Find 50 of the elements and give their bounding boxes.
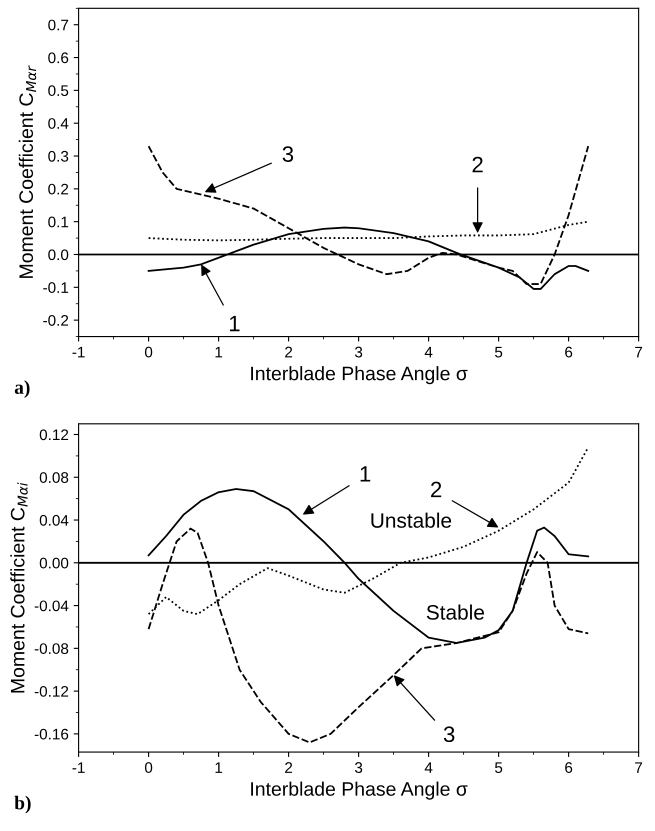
annotation: 2 bbox=[431, 482, 442, 498]
x-tick-label: 3 bbox=[354, 762, 362, 773]
annotation: 1 bbox=[230, 316, 240, 332]
annotation: 3 bbox=[282, 146, 294, 162]
y-tick-label: 0.3 bbox=[48, 150, 68, 162]
y-tick-label: 0.2 bbox=[48, 184, 68, 195]
y-tick-label: -0.12 bbox=[34, 686, 68, 697]
x-tick-label: 5 bbox=[494, 346, 502, 358]
text: b) bbox=[14, 796, 31, 814]
x-tick-label: 1 bbox=[216, 762, 222, 773]
x-tick-label: 2 bbox=[285, 346, 292, 358]
y-tick-label: 0.04 bbox=[40, 514, 68, 526]
annotation: 1 bbox=[360, 466, 370, 482]
x-tick-label: 4 bbox=[424, 762, 432, 773]
y-tick-label: 0.00 bbox=[40, 558, 68, 568]
y-tick-label: 0.6 bbox=[48, 52, 68, 64]
y-axis-title: Moment Coefficient C$_{Mαi}$ bbox=[10, 482, 28, 693]
x-tick-label: 7 bbox=[635, 346, 642, 358]
y-tick-label: -0.2 bbox=[43, 315, 68, 326]
x-tick-label: 6 bbox=[565, 762, 572, 773]
x-tick-label: 3 bbox=[354, 346, 362, 358]
annotation: Unstable bbox=[371, 512, 452, 528]
y-tick-label: 0.4 bbox=[48, 118, 68, 129]
y-tick-label: 0.1 bbox=[48, 216, 68, 228]
y-tick-label: 0.7 bbox=[48, 20, 68, 30]
y-tick-label: -0.08 bbox=[34, 643, 68, 654]
x-tick-label: 2 bbox=[285, 762, 292, 773]
annotation: Stable bbox=[426, 604, 484, 620]
annotation: 3 bbox=[444, 726, 454, 742]
y-tick-label: -0.16 bbox=[34, 728, 68, 740]
x-tick-label: -1 bbox=[72, 346, 85, 358]
x-tick-label: 0 bbox=[144, 346, 152, 358]
x-tick-label: 1 bbox=[216, 346, 222, 358]
x-tick-label: 7 bbox=[635, 762, 642, 773]
y-tick-label: 0.0 bbox=[48, 249, 68, 260]
x-tick-label: 5 bbox=[494, 762, 502, 773]
x-tick-label: -1 bbox=[72, 762, 85, 773]
x-tick-label: 4 bbox=[424, 346, 432, 358]
x-axis-title: Interblade Phase Angle σ bbox=[251, 782, 468, 800]
x-axis-title: Interblade Phase Angle σ bbox=[251, 366, 468, 384]
y-tick-label: -0.04 bbox=[34, 600, 68, 612]
y-axis-title: Moment Coefficient C$_{Mαr}$ bbox=[18, 65, 36, 278]
y-tick-label: 0.12 bbox=[40, 429, 68, 440]
text: a) bbox=[14, 380, 30, 398]
x-tick-label: 0 bbox=[144, 762, 152, 773]
y-tick-label: 0.08 bbox=[40, 472, 68, 483]
annotation: 2 bbox=[472, 156, 483, 172]
y-tick-label: 0.5 bbox=[48, 85, 68, 96]
y-tick-label: -0.1 bbox=[43, 282, 68, 294]
x-tick-label: 6 bbox=[565, 346, 572, 358]
